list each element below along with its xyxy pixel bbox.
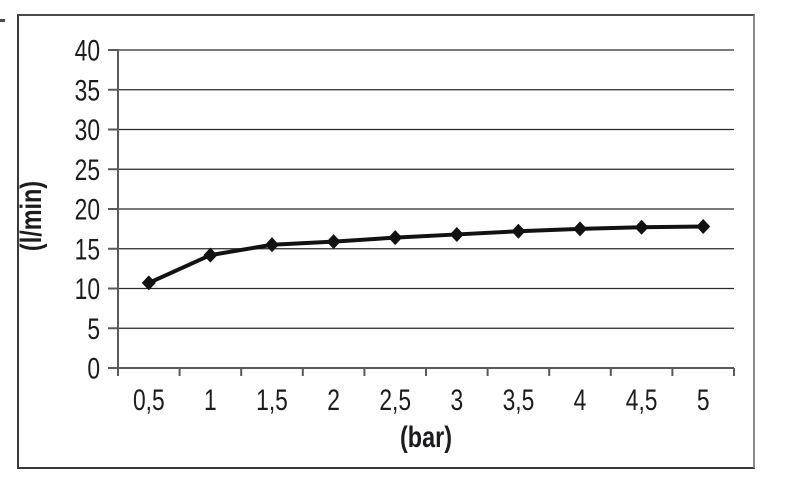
data-point-marker [511, 223, 526, 239]
chart-frame: 0 5 10 15 20 25 30 35 40 0,5 1 1,5 2 2,5 3 3,5 4 4,5 5 (l/… [17, 14, 755, 469]
axis-layer [108, 49, 735, 376]
x-axis-title: (bar) [400, 420, 452, 453]
x-tick-label: 1 [204, 383, 217, 417]
x-tick-label: 2,5 [379, 383, 411, 417]
x-tick-label: 3,5 [503, 383, 535, 417]
x-tick-label: 2 [327, 383, 340, 417]
y-tick-label: 20 [75, 192, 100, 226]
x-tick-label: 0,5 [133, 383, 165, 417]
line-chart: 0 5 10 15 20 25 30 35 40 0,5 1 1,5 2 2,5 3 3,5 4 4,5 5 (l/… [19, 33, 735, 454]
y-tick-label: 0 [87, 351, 100, 385]
series-line [147, 224, 704, 285]
y-axis-title: (l/min) [19, 181, 48, 251]
y-tick-label: 5 [87, 312, 100, 346]
grid-layer [118, 49, 734, 329]
y-tick-label: 40 [75, 33, 100, 67]
x-tick-label: 5 [697, 383, 710, 417]
data-point-marker [696, 218, 711, 234]
data-point-marker [141, 275, 156, 291]
y-tick-label: 30 [75, 113, 100, 147]
scan-edge-artifact [0, 19, 5, 22]
x-tick-label: 4 [574, 383, 587, 417]
data-point-marker [449, 226, 464, 242]
data-point-marker [388, 230, 403, 246]
data-point-marker [265, 237, 279, 253]
y-tick-label: 15 [75, 232, 100, 266]
x-tick-label: 4,5 [626, 383, 658, 417]
y-tick-label: 10 [75, 272, 100, 306]
data-point-marker [203, 247, 218, 263]
data-point-marker [634, 219, 649, 235]
y-tick-label: 25 [75, 153, 100, 187]
tick-label-layer: 0 5 10 15 20 25 30 35 40 0,5 1 1,5 2 2,5 3 3,5 4 4,5 5 [75, 33, 710, 416]
data-point-marker [326, 234, 341, 250]
x-tick-label: 1,5 [256, 383, 288, 417]
x-tick-label: 3 [450, 383, 463, 417]
data-point-marker [573, 221, 587, 237]
y-tick-label: 35 [75, 73, 100, 107]
series-layer [141, 218, 711, 291]
